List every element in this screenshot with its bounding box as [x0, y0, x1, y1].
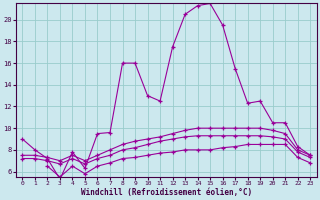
X-axis label: Windchill (Refroidissement éolien,°C): Windchill (Refroidissement éolien,°C) — [81, 188, 252, 197]
